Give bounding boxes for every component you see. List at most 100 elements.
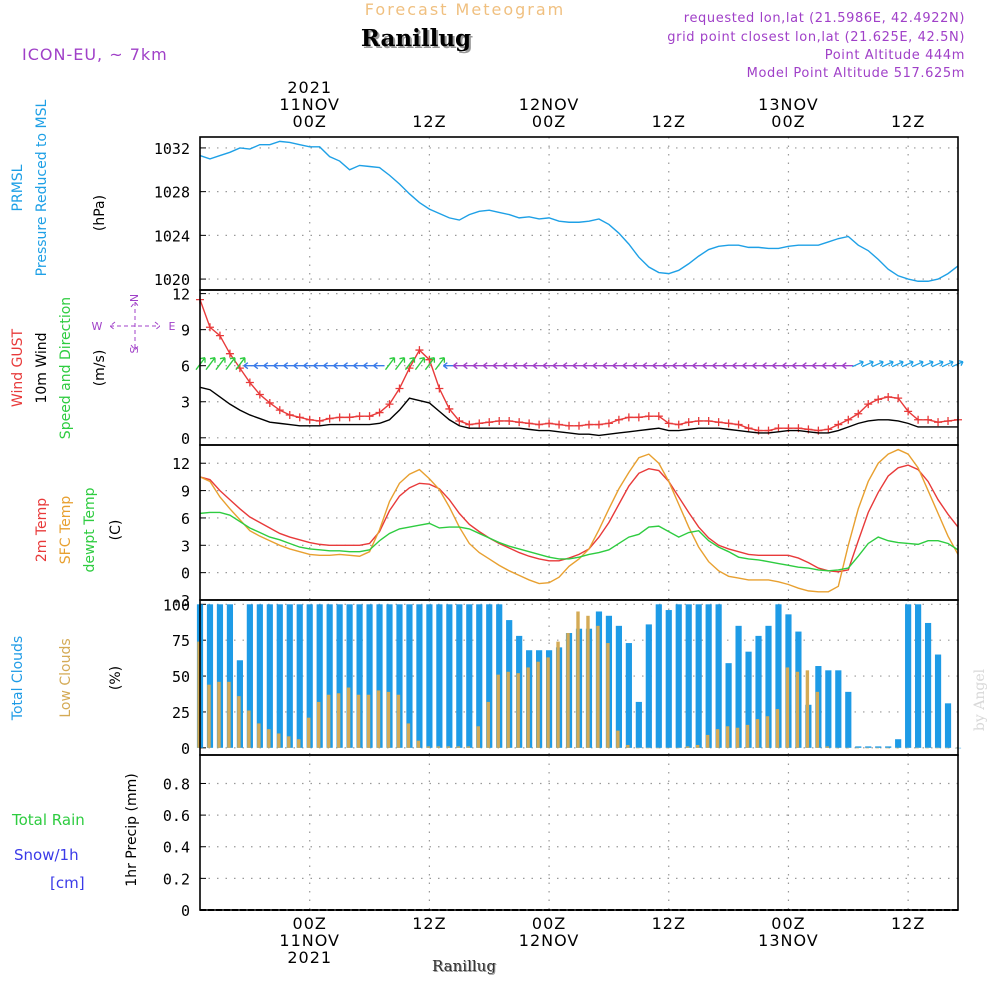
- legend-snow: Snow/1h: [14, 846, 79, 864]
- low-cloud-bar: [456, 746, 461, 748]
- gust-marker: [644, 412, 653, 421]
- total-cloud-bar: [655, 604, 662, 748]
- low-cloud-bar: [526, 667, 530, 748]
- gust-marker: [295, 413, 304, 422]
- wind-direction-arrow: [762, 362, 774, 370]
- compass-east: E: [169, 320, 176, 333]
- gust-marker: [275, 406, 284, 415]
- gust-marker: [614, 415, 623, 424]
- total-cloud-bar: [855, 746, 862, 748]
- panel-pressure: 1020 1024 1028 1032: [154, 136, 959, 291]
- low-cloud-bar: [326, 694, 331, 748]
- wind-direction-arrow: [343, 362, 355, 370]
- gust-marker: [215, 331, 224, 340]
- wind-direction-arrow: [363, 362, 375, 370]
- total-cloud-bar: [685, 604, 692, 748]
- wind-direction-arrow: [602, 362, 614, 370]
- wind-direction-arrow: [394, 357, 406, 371]
- total-cloud-bar: [216, 604, 224, 748]
- gust-marker: [475, 419, 484, 428]
- low-cloud-bar: [356, 694, 361, 748]
- gust-marker: [385, 400, 394, 409]
- ylabel-text: dewpt Temp: [82, 487, 98, 572]
- top-time-label: 00Z: [771, 112, 805, 131]
- wind-direction-arrow: [782, 362, 794, 370]
- panel-temperature: -3 0 3 6 9 12: [172, 444, 959, 610]
- wind-direction-arrow: [263, 362, 275, 370]
- wind-direction-arrow: [742, 362, 754, 370]
- location-title: Ranillug: [361, 25, 471, 52]
- low-cloud-bar: [925, 747, 929, 749]
- gust-marker: [854, 409, 863, 418]
- gust-marker: [555, 420, 564, 429]
- wind-direction-arrow: [622, 362, 634, 370]
- grid-point-coords: grid point closest lon,lat (21.625E, 42.…: [667, 30, 965, 45]
- bottom-time-label: 12Z: [412, 914, 446, 933]
- low-cloud-bar: [416, 740, 421, 748]
- total-cloud-bar: [825, 670, 832, 748]
- bottom-time-label: 00Z: [532, 914, 566, 933]
- y-tick-label: 0: [181, 565, 190, 583]
- panel-frame: [199, 444, 959, 601]
- y-tick-label: 3: [181, 537, 190, 555]
- total-cloud-bar: [615, 625, 622, 748]
- y-tick-label: 9: [181, 322, 190, 340]
- total-cloud-bar: [396, 604, 403, 748]
- total-cloud-bar: [755, 635, 762, 748]
- panels: 1020 1024 1028 1032 0 3 6 9 12 -3 0 3 6 9 12 0 25 50 75 100…: [154, 136, 964, 920]
- gust-marker: [355, 412, 364, 421]
- y-tick-label: -3: [172, 592, 190, 610]
- total-cloud-bar: [296, 604, 303, 748]
- low-cloud-bar: [895, 747, 899, 749]
- y-tick-label: 12: [172, 455, 190, 473]
- total-cloud-bar: [446, 604, 453, 748]
- wind-direction-arrow: [871, 360, 884, 368]
- total-cloud-bar: [835, 670, 842, 748]
- gust-marker: [415, 346, 424, 355]
- wind-direction-arrow: [772, 362, 784, 370]
- wind-direction-arrow: [215, 357, 226, 371]
- gust-marker: [824, 425, 833, 434]
- gust-marker: [445, 404, 454, 413]
- wind-direction-arrow: [732, 362, 744, 370]
- wind-direction-arrow: [821, 362, 834, 370]
- wind-direction-arrow: [283, 362, 295, 370]
- wind-direction-arrow: [672, 362, 684, 370]
- ylabel-text: 2m Temp: [34, 498, 50, 562]
- low-cloud-bar: [536, 661, 540, 748]
- ylabels-temperature: 2m Temp SFC Temp dewpt Temp (C): [34, 487, 124, 572]
- gust-marker: [345, 413, 354, 422]
- gust-marker: [315, 416, 324, 425]
- series-2m-temp: [199, 464, 959, 573]
- total-cloud-bar: [645, 624, 652, 748]
- gust-marker: [654, 412, 663, 421]
- y-tick-label: 75: [172, 632, 190, 650]
- total-cloud-bar: [286, 604, 293, 748]
- low-cloud-bar: [576, 611, 580, 748]
- low-cloud-bar: [676, 747, 680, 749]
- wind-direction-arrow: [414, 357, 426, 371]
- gust-marker: [674, 420, 683, 429]
- gust-marker: [455, 416, 464, 425]
- gust-marker: [734, 420, 743, 429]
- wind-direction-arrow: [802, 362, 814, 370]
- wind-direction-arrow: [235, 357, 246, 371]
- total-cloud-bar: [306, 604, 313, 748]
- watermark: by Angel: [972, 668, 988, 731]
- low-cloud-bar: [277, 733, 281, 748]
- low-cloud-bar: [596, 625, 600, 748]
- ylabel-text: Total Clouds: [10, 636, 26, 721]
- low-cloud-bar: [257, 723, 261, 748]
- wind-direction-arrow: [831, 362, 844, 370]
- low-cloud-bar: [336, 693, 341, 748]
- low-cloud-bar: [775, 709, 780, 748]
- low-cloud-bar: [406, 723, 411, 748]
- bottom-time-label: 00Z: [293, 914, 327, 933]
- panel-wind: 0 3 6 9 12: [172, 286, 964, 448]
- wind-direction-arrow: [542, 362, 555, 370]
- wind-direction-arrow: [424, 357, 436, 371]
- total-cloud-bar: [276, 604, 283, 748]
- low-cloud-bar: [865, 747, 869, 749]
